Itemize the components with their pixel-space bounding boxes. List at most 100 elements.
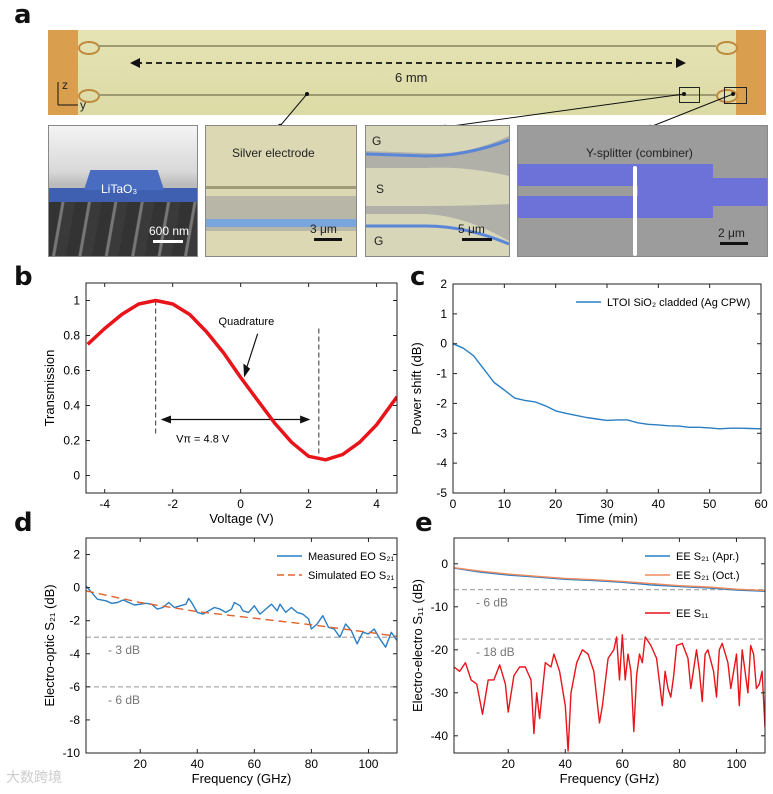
scale-bar <box>314 238 342 241</box>
x-axis-label: Frequency (GHz) <box>560 771 660 786</box>
plot-frame <box>85 282 398 494</box>
x-tick-label: 60 <box>248 757 262 771</box>
x-axis-label: Voltage (V) <box>209 511 273 526</box>
y-tick-label: -20 <box>431 643 449 657</box>
material-label: LiTaO₃ <box>101 182 138 196</box>
series-line <box>453 343 761 430</box>
chart-b: Vπ = 4.8 V Quadrature -4 -2 0 2 4 0 0.2 0.4 0.6 0.8… <box>42 282 398 526</box>
x-tick-label: 40 <box>191 757 205 771</box>
x-tick-label: 100 <box>358 757 378 771</box>
legend-label: EE S₁₁ <box>676 608 709 620</box>
x-tick-label: 4 <box>373 497 380 511</box>
x-tick-label: -2 <box>167 497 178 511</box>
legend-label: EE S₂₁ (Apr.) <box>676 551 739 563</box>
scale-label: 5 μm <box>458 222 485 236</box>
signal-label: S <box>376 182 385 196</box>
plot-frame <box>453 537 766 754</box>
splitter-left-top <box>78 41 100 55</box>
reference-line-label: - 18 dB <box>476 645 515 659</box>
plot-frame <box>85 537 398 754</box>
y-tick-label: 0 <box>440 337 447 351</box>
x-tick-label: 10 <box>498 497 512 511</box>
legend-label: Measured EO S₂₁ <box>308 551 395 563</box>
scale-label: 3 μm <box>310 222 337 236</box>
y-tick-label: -30 <box>431 686 449 700</box>
x-tick-label: 0 <box>237 497 244 511</box>
x-tick-label: 40 <box>559 757 573 771</box>
scale-bar <box>720 242 748 245</box>
device-micrograph: 6 mm z y <box>48 30 766 115</box>
y-tick-label: 0.6 <box>63 364 80 378</box>
inset-title: Silver electrode <box>232 146 315 160</box>
y-tick-label: 0 <box>73 469 80 483</box>
inset-box-y-splitter <box>724 87 747 104</box>
x-tick-label: 60 <box>616 757 630 771</box>
legend-label: Simulated EO S₂₁ <box>308 570 395 582</box>
splitter-right-top <box>716 41 738 55</box>
x-tick-label: 100 <box>726 757 746 771</box>
x-tick-label: 40 <box>652 497 666 511</box>
splitter-right-bottom <box>716 89 738 103</box>
plot-frame <box>452 283 762 494</box>
y-tick-label: 2 <box>440 277 447 291</box>
y-tick-label: 0 <box>441 557 448 571</box>
sem-cross-section: LiTaO₃ 600 nm <box>48 125 198 257</box>
ground-bottom-label: G <box>374 234 384 248</box>
y-tick-label: 1 <box>440 307 447 321</box>
panel-label-d: d <box>14 508 33 538</box>
x-tick-label: 20 <box>134 757 148 771</box>
x-tick-label: 0 <box>450 497 457 511</box>
scale-label: 600 nm <box>149 224 190 238</box>
quadrature-arrowhead <box>243 363 251 378</box>
left-electrode-pad <box>48 30 78 115</box>
y-tick-label: -6 <box>69 680 80 694</box>
y-tick-label: -4 <box>69 647 80 661</box>
panel-label-c: c <box>410 262 426 292</box>
quadrature-label: Quadrature <box>219 316 275 328</box>
series-line <box>86 585 397 648</box>
x-tick-label: 80 <box>305 757 319 771</box>
substrate <box>49 201 197 256</box>
reference-line-label: - 6 dB <box>476 596 508 610</box>
legend-label: LTOI SiO₂ cladded (Ag CPW) <box>607 297 750 309</box>
series-line <box>454 567 765 592</box>
gsg-curves <box>366 136 509 246</box>
slab-layer <box>49 188 197 202</box>
panel-label-b: b <box>14 262 33 292</box>
y-tick-label: -8 <box>69 713 80 727</box>
sem-y-splitter: Y-splitter (combiner) 2 μm <box>517 125 768 257</box>
x-tick-label: -4 <box>99 497 110 511</box>
scale-bar <box>153 240 183 243</box>
sem-gsg-electrode: G S G 5 μm <box>365 125 510 257</box>
y-tick-label: -5 <box>436 486 447 500</box>
chart-e: - 6 dB - 18 dB 20 40 60 80 100 -40 -30 -20 -10 0 Fre… <box>410 537 766 786</box>
y-axis-label: Electro-optic S₂₁ (dB) <box>42 584 57 706</box>
ground-top-label: G <box>372 134 382 148</box>
ridge-waveguide <box>84 170 164 190</box>
watermark: 大数跨境 <box>6 770 62 786</box>
series-line <box>86 590 397 638</box>
y-axis-label: Electro-electro S₁₁ (dB) <box>410 579 425 712</box>
y-axis-label: Power shift (dB) <box>409 342 424 434</box>
x-tick-label: 20 <box>549 497 563 511</box>
inset-title: Y-splitter (combiner) <box>586 146 693 160</box>
y-tick-label: -4 <box>436 456 447 470</box>
length-arrow <box>57 58 686 106</box>
y-tick-label: -10 <box>63 746 81 760</box>
chart-c: 0 10 20 30 40 50 60 -5 -4 -3 -2 -1 0 1 2 Time (min) Powe… <box>409 277 768 526</box>
x-axis-label: Time (min) <box>576 511 638 526</box>
x-tick-label: 80 <box>673 757 687 771</box>
y-tick-label: -2 <box>436 396 447 410</box>
scale-bar <box>462 238 492 241</box>
sem-silver-electrode: Silver electrode 3 μm <box>205 125 357 257</box>
chart-d: - 3 dB - 6 dB 20 40 60 80 100 -10 -8 -6 -4 -2 0 2 Freq… <box>42 537 398 786</box>
arrowhead-right <box>300 415 311 424</box>
y-tick-label: 0.4 <box>63 399 80 413</box>
right-electrode-pad <box>736 30 766 115</box>
x-tick-label: 60 <box>754 497 768 511</box>
panel-label-a: a <box>14 0 32 30</box>
image-break-line <box>633 166 637 256</box>
y-tick-label: -40 <box>431 729 449 743</box>
y-tick-label: 2 <box>73 548 80 562</box>
splitter-trunk <box>638 178 767 206</box>
